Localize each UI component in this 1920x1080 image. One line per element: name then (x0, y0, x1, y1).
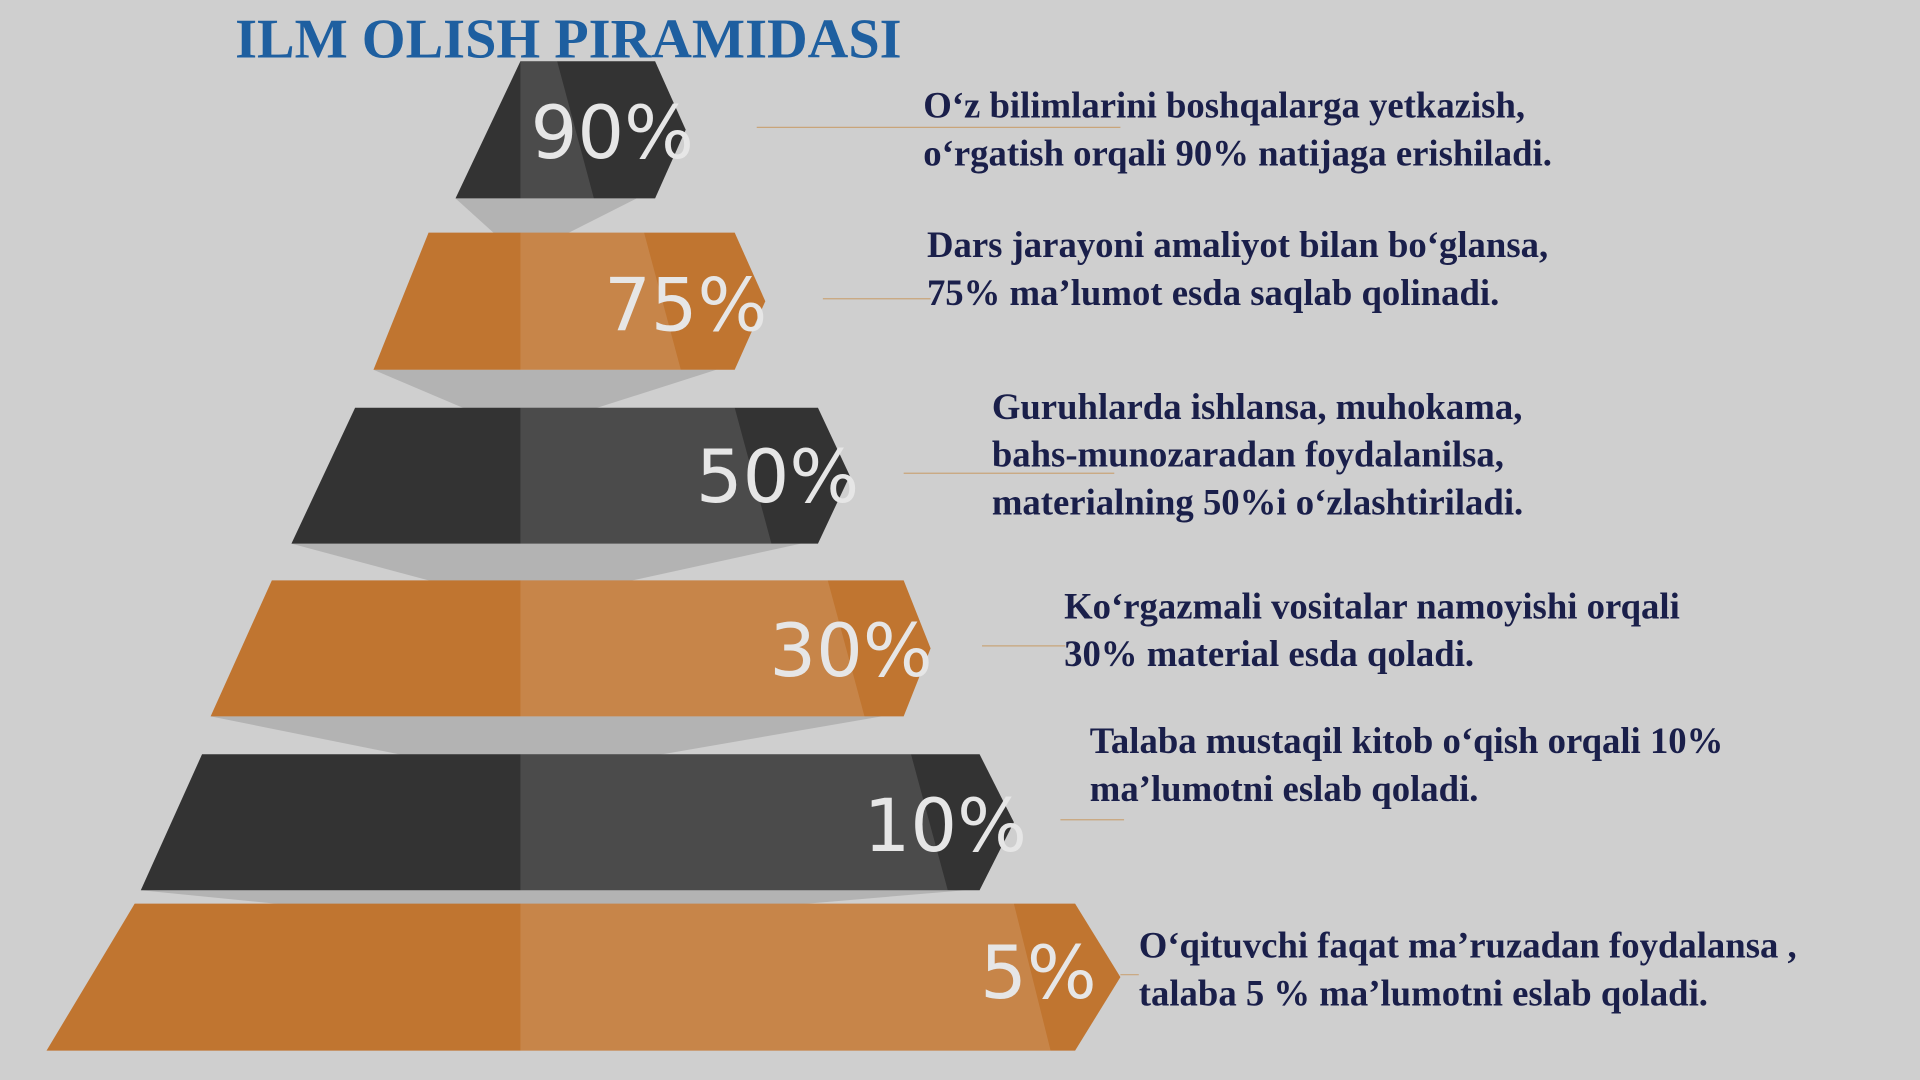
pyramid-layer (455, 61, 686, 199)
layer-shadow (210, 716, 882, 779)
percent-label: 30% (769, 609, 932, 694)
description-line: 75% ma’lumot esda saqlab qolinadi. (927, 272, 1499, 313)
pyramid-layer (373, 232, 766, 370)
pyramid: 90% 75% 50% 30% 10% 5% (46, 61, 1121, 1051)
layer-highlight (520, 61, 594, 199)
description-line: Dars jarayoni amaliyot bilan bo‘glansa, (927, 224, 1548, 265)
percent-label: 10% (864, 784, 1027, 869)
pyramid-layer (140, 754, 1014, 891)
description-line: materialning 50%i o‘zlashtiriladi. (992, 481, 1523, 522)
layer-highlight (520, 903, 1051, 1051)
description-line: bahs-munozaradan foydalanilsa, (992, 434, 1504, 475)
description-line: talaba 5 % ma’lumotni eslab qoladi. (1139, 972, 1708, 1013)
layer-highlight (520, 580, 865, 717)
description-line: Talaba mustaqil kitob o‘qish orqali 10% (1090, 720, 1724, 761)
slide-title: ILM OLISH PIRAMIDASI (235, 9, 901, 71)
description-line: o‘rgatish orqali 90% natijaga erishiladi… (923, 132, 1552, 173)
percent-label: 50% (696, 435, 859, 520)
description-line: Guruhlarda ishlansa, muhokama, (992, 386, 1523, 427)
description-line: O‘z bilimlarini boshqalarga yetkazish, (923, 85, 1525, 126)
percent-label: 75% (604, 264, 767, 349)
layer-highlight (520, 754, 948, 891)
pyramid-layer (291, 407, 850, 544)
description-line: 30% material esda qoladi. (1064, 633, 1474, 674)
percent-label: 5% (980, 931, 1097, 1016)
description-line: O‘qituvchi faqat ma’ruzadan foydalansa , (1139, 925, 1797, 966)
layer-highlight (520, 407, 772, 544)
layer-shadow (373, 369, 717, 433)
description-line: ma’lumotni eslab qoladi. (1090, 768, 1479, 809)
layer-highlight (520, 232, 681, 370)
pyramid-layer (46, 903, 1121, 1051)
percent-label: 90% (531, 91, 694, 176)
descriptions: O‘z bilimlarini boshqalarga yetkazish, o‘… (756, 85, 1797, 1013)
description-line: Ko‘rgazmali vositalar namoyishi orqali (1064, 585, 1680, 626)
layer-shadow (455, 198, 637, 258)
pyramid-layer (210, 580, 931, 717)
layer-shadow (291, 543, 801, 605)
